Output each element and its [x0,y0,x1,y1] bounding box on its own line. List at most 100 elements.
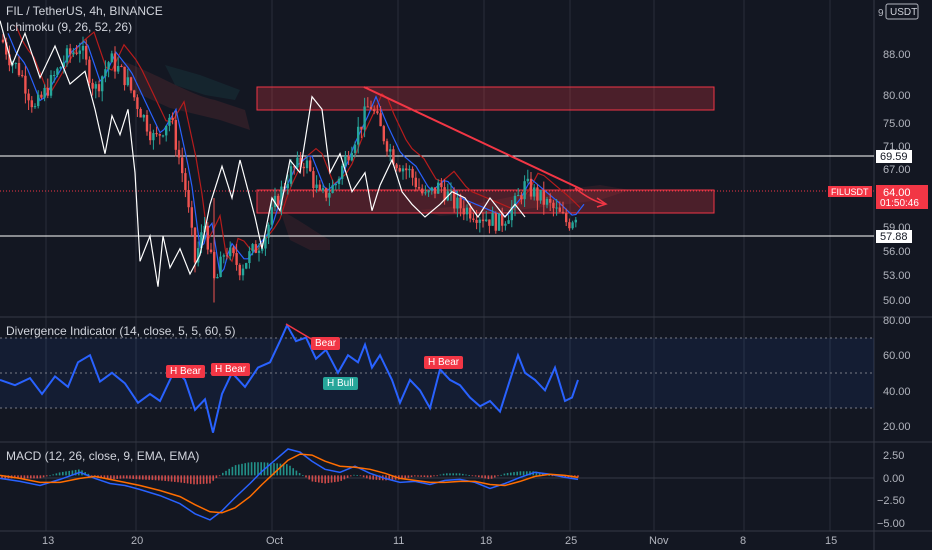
macd-tick: 0.00 [883,473,904,485]
candle-body [341,165,344,179]
candle-body [325,188,328,198]
level-label-box [876,150,912,163]
candle-body [251,244,254,252]
candle-body [27,93,30,101]
macd-histogram-bar [385,475,387,481]
macd-histogram-bar [458,473,461,476]
time-axis[interactable]: 13 20 Oct 11 18 25 Nov 8 15 [42,535,837,547]
candle-body [574,219,577,223]
candle-body [14,63,17,65]
macd-histogram-bar [366,475,368,479]
candle-body [305,160,309,169]
macd-histogram-bar [106,475,109,480]
macd-histogram-bar [442,473,445,476]
macd-axis[interactable]: 2.50 0.00 −2.50 −5.00 [877,450,905,530]
macd-histogram-bar [199,475,202,485]
candle-body [110,53,113,63]
macd-histogram-bar [212,475,214,481]
candle-body [37,94,40,107]
descending-trendline[interactable] [363,86,584,191]
macd-histogram-bar [516,471,518,476]
macd-histogram-bar [490,475,493,479]
macd-histogram-bar [222,472,224,476]
price-pane[interactable] [0,20,874,303]
macd-histogram-bar [116,475,118,479]
candle-body [561,211,565,214]
candle-body [475,219,478,223]
candle-body [235,253,238,265]
macd-histogram-bar [535,471,538,476]
macd-histogram-bar [39,475,42,479]
macd-histogram-bar [513,472,515,476]
candle-body [1,39,5,43]
macd-histogram-bar [298,473,301,476]
projection-arrow[interactable] [574,187,606,205]
candle-body [8,54,11,66]
macd-histogram-bar [177,475,179,483]
macd-histogram-bar [414,475,416,477]
macd-histogram-bar [401,475,403,480]
macd-histogram-bar [49,475,51,477]
symbol-tag: FILUSDT [831,187,869,197]
macd-histogram-bar [305,475,307,478]
candle-body [193,227,197,263]
candle-body [363,106,366,130]
divergence-label-hbear: H Bear [211,363,251,376]
candle-body [568,222,571,229]
divergence-title[interactable]: Divergence Indicator (14, close, 5, 5, 6… [6,324,236,338]
candle-body [401,168,405,172]
last-price: 64.00 [883,187,911,199]
macd-histogram-bar [100,475,102,479]
ichimoku-title[interactable]: Ichimoku (9, 26, 52, 26) [6,20,133,34]
macd-histogram-bar [500,474,502,476]
macd-histogram-bar [148,475,150,480]
candle-body [56,68,59,75]
candle-body [88,59,91,83]
candle-body [453,190,456,209]
macd-histogram-bar [58,472,61,476]
divergence-axis[interactable]: 80.00 60.00 40.00 20.00 [883,315,911,433]
macd-histogram-bar [295,470,298,476]
price-tick: 67.00 [883,164,911,176]
macd-histogram-bar [33,475,35,479]
divergence-pane[interactable] [0,323,874,433]
candle-body [485,219,488,222]
currency-button[interactable] [885,3,919,20]
candle-body [315,184,318,189]
resistance-zone[interactable] [256,86,715,111]
macd-histogram-bar [455,473,458,476]
macd-histogram-bar [487,475,490,480]
candle-body [24,75,27,94]
ichimoku-cloud-bear [120,60,250,130]
div-tick: 40.00 [883,386,911,398]
candle-body [517,195,520,197]
macd-histogram-bar [244,463,246,476]
candle-body [344,155,347,166]
macd-pane[interactable] [0,448,874,521]
candle-body [59,67,62,69]
candle-body [177,149,181,158]
macd-histogram-bar [279,463,282,476]
symbol-title[interactable]: FIL / TetherUS, 4h, BINANCE [6,4,163,18]
macd-histogram-bar [174,475,176,482]
candle-body [385,141,389,152]
candle-body [504,223,507,226]
price-tick: 50.00 [883,295,911,307]
time-tick: 13 [42,535,54,547]
candle-body [347,155,350,161]
candle-body [62,62,65,68]
candle-body [469,207,472,219]
candle-body [5,42,8,55]
candle-body [456,197,459,209]
symbol-tag-box [828,186,872,197]
candle-body [523,181,526,200]
macd-title[interactable]: MACD (12, 26, close, 9, EMA, EMA) [6,449,200,463]
macd-histogram-bar [247,462,250,476]
macd-histogram-bar [196,475,198,485]
div-tick: 60.00 [883,350,911,362]
candle-body [545,198,549,205]
div-tick: 80.00 [883,315,911,327]
candle-body [17,63,21,76]
candle-body [200,232,203,249]
